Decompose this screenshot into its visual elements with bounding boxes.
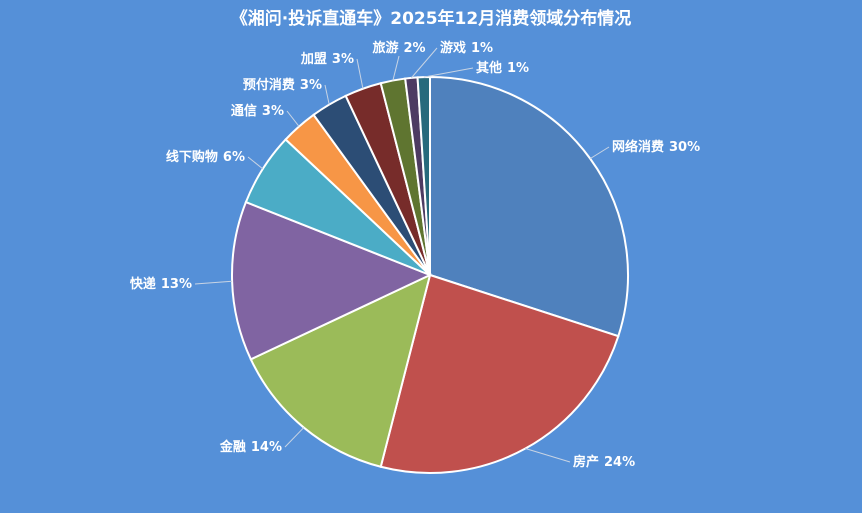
category-label: 游戏: [440, 40, 466, 56]
data-label: 预付消费 3%: [243, 77, 322, 93]
data-label: 快递 13%: [130, 276, 192, 292]
chart-title: 《湘问·投诉直通车》2025年12月消费领域分布情况: [231, 8, 631, 29]
data-label: 其他 1%: [476, 60, 529, 76]
value-label: 30%: [669, 140, 700, 155]
leader-line: [356, 58, 364, 89]
leader-line: [589, 146, 610, 160]
value-label: 3%: [332, 52, 354, 67]
leader-line: [410, 47, 438, 79]
leader-line: [286, 110, 300, 127]
leader-line: [247, 156, 264, 170]
pie-slice: [249, 273, 432, 468]
leader-line: [324, 84, 330, 105]
value-label: 1%: [471, 41, 493, 56]
pie-slice: [379, 273, 620, 474]
value-label: 14%: [251, 440, 282, 455]
category-label: 旅游: [372, 40, 398, 56]
data-label: 游戏 1%: [440, 40, 493, 56]
leader-line: [194, 280, 233, 285]
leader-line: [525, 448, 571, 463]
value-label: 3%: [300, 78, 322, 93]
data-label: 加盟 3%: [300, 51, 354, 67]
data-label: 通信 3%: [231, 103, 284, 119]
value-label: 24%: [604, 455, 635, 470]
category-label: 房产: [573, 454, 599, 470]
category-label: 其他: [476, 60, 502, 76]
pie-slice: [416, 75, 431, 276]
pie-slice: [429, 75, 629, 338]
leader-line: [423, 67, 474, 78]
data-label: 线下购物 6%: [166, 149, 245, 165]
category-label: 快递: [130, 276, 156, 292]
category-label: 线下购物: [166, 149, 218, 165]
category-label: 通信: [231, 103, 257, 119]
value-label: 2%: [403, 41, 425, 56]
data-label: 旅游 2%: [372, 40, 425, 56]
leader-line: [284, 427, 305, 448]
value-label: 13%: [161, 277, 192, 292]
category-label: 网络消费: [612, 139, 664, 155]
data-label: 金融 14%: [219, 439, 282, 455]
category-label: 加盟: [300, 51, 327, 67]
category-label: 预付消费: [243, 77, 295, 93]
data-label: 网络消费 30%: [612, 139, 700, 155]
value-label: 3%: [262, 104, 284, 119]
leader-line: [392, 55, 400, 81]
value-label: 6%: [223, 150, 245, 165]
category-label: 金融: [219, 439, 246, 455]
data-label: 房产 24%: [573, 454, 635, 470]
value-label: 1%: [507, 61, 529, 76]
